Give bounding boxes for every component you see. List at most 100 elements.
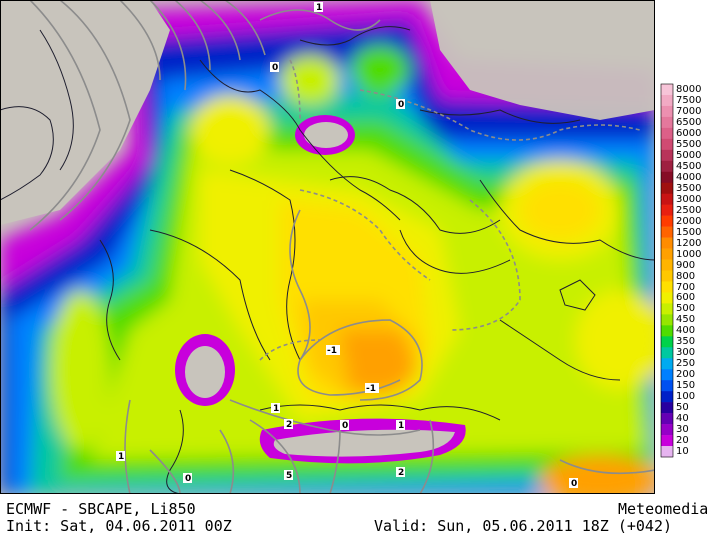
legend-label: 400 — [676, 325, 696, 337]
contour-label: 0 — [270, 62, 279, 73]
legend-label: 20 — [676, 435, 689, 447]
legend-swatch — [661, 105, 673, 118]
brand-label: Meteomedia — [618, 500, 709, 518]
legend-swatch — [661, 435, 673, 447]
legend-label: 3000 — [676, 193, 702, 205]
legend-label: 150 — [676, 380, 696, 392]
svg-text:0: 0 — [342, 421, 348, 431]
legend-swatch — [661, 171, 673, 184]
svg-text:2: 2 — [398, 468, 404, 478]
legend-swatch — [661, 193, 673, 205]
legend-label: 800 — [676, 270, 696, 282]
svg-text:1: 1 — [273, 404, 279, 414]
contour-label: 1 — [271, 403, 280, 414]
legend-label: 900 — [676, 259, 696, 271]
init-time: Init: Sat, 04.06.2011 00Z — [6, 517, 232, 535]
legend-label: 4000 — [676, 171, 702, 183]
contour-label: 1 — [314, 2, 323, 13]
legend-label: 300 — [676, 347, 696, 359]
legend-swatch — [661, 127, 673, 140]
legend-swatch — [661, 424, 673, 436]
contour-label: 0 — [183, 473, 192, 484]
legend-swatch — [661, 270, 673, 282]
legend-swatch — [661, 391, 673, 403]
legend-label: 4500 — [676, 160, 702, 172]
legend-label: 500 — [676, 303, 696, 315]
legend-swatch — [661, 402, 673, 414]
svg-text:0: 0 — [272, 63, 278, 73]
legend-label: 8000 — [676, 84, 702, 95]
legend-label: 40 — [676, 413, 689, 425]
legend-frame — [660, 83, 674, 458]
legend-label: 200 — [676, 369, 696, 381]
legend-label: 50 — [676, 402, 689, 414]
legend-label: 6500 — [676, 116, 702, 128]
contour-labels: 1 0 0 -1 -1 — [116, 2, 578, 489]
contour-label: 5 — [284, 470, 293, 481]
contour-label: 0 — [569, 478, 578, 489]
legend-label: 450 — [676, 314, 696, 326]
legend-swatch — [661, 237, 673, 249]
legend-swatch — [661, 446, 673, 458]
legend-swatch — [661, 369, 673, 381]
legend-label: 6000 — [676, 127, 702, 139]
legend-swatch — [661, 336, 673, 348]
map-frame — [0, 0, 655, 494]
legend-swatch — [661, 226, 673, 238]
legend-label: 1200 — [676, 237, 702, 249]
legend-label: 2500 — [676, 204, 702, 216]
svg-text:2: 2 — [286, 420, 292, 430]
political-borders — [0, 26, 655, 494]
legend-swatch — [661, 380, 673, 392]
legend-swatch — [661, 94, 673, 107]
legend-swatch — [661, 314, 673, 326]
svg-text:1: 1 — [398, 421, 404, 431]
contour-label: -1 — [365, 383, 379, 394]
legend-swatch — [661, 116, 673, 129]
legend-label: 5000 — [676, 149, 702, 161]
svg-text:1: 1 — [118, 452, 124, 462]
legend-swatch — [661, 215, 673, 227]
legend-label: 30 — [676, 424, 689, 436]
contour-label: 1 — [396, 420, 405, 431]
contour-label: -1 — [326, 345, 340, 356]
legend-swatch — [661, 160, 673, 173]
legend-swatch — [661, 84, 673, 96]
legend-swatch — [661, 413, 673, 425]
legend-swatch — [661, 347, 673, 359]
legend-label: 100 — [676, 391, 696, 403]
legend-label: 5500 — [676, 138, 702, 150]
legend-swatch — [661, 138, 673, 151]
legend-swatch — [661, 292, 673, 304]
legend-swatch — [661, 281, 673, 293]
svg-text:-1: -1 — [327, 346, 337, 356]
li850-dashed-contours — [259, 59, 641, 361]
legend-swatch — [661, 248, 673, 260]
legend-label: 2000 — [676, 215, 702, 227]
svg-text:5: 5 — [286, 471, 292, 481]
contour-label: 0 — [340, 420, 349, 431]
svg-text:0: 0 — [185, 474, 191, 484]
legend-swatch — [661, 182, 673, 195]
legend-colorbar — [660, 83, 674, 458]
legend-swatch — [661, 303, 673, 315]
svg-text:0: 0 — [398, 100, 404, 110]
contour-label: 0 — [396, 99, 405, 110]
legend-label: 350 — [676, 336, 696, 348]
svg-text:1: 1 — [316, 3, 322, 13]
legend-swatch — [661, 358, 673, 370]
legend-label: 7000 — [676, 105, 702, 117]
contour-label: 1 — [116, 451, 125, 462]
li850-contours — [29, 0, 655, 494]
svg-text:-1: -1 — [366, 384, 376, 394]
legend-label: 10 — [676, 446, 689, 457]
legend-swatch — [661, 325, 673, 337]
contour-label: 2 — [284, 419, 293, 430]
legend-label: 1000 — [676, 248, 702, 260]
product-title: ECMWF - SBCAPE, Li850 — [6, 500, 196, 518]
legend-swatch — [661, 204, 673, 216]
contour-label: 2 — [396, 467, 405, 478]
low-cape-holes — [175, 115, 466, 464]
map-area: 1 0 0 -1 -1 — [0, 0, 655, 494]
